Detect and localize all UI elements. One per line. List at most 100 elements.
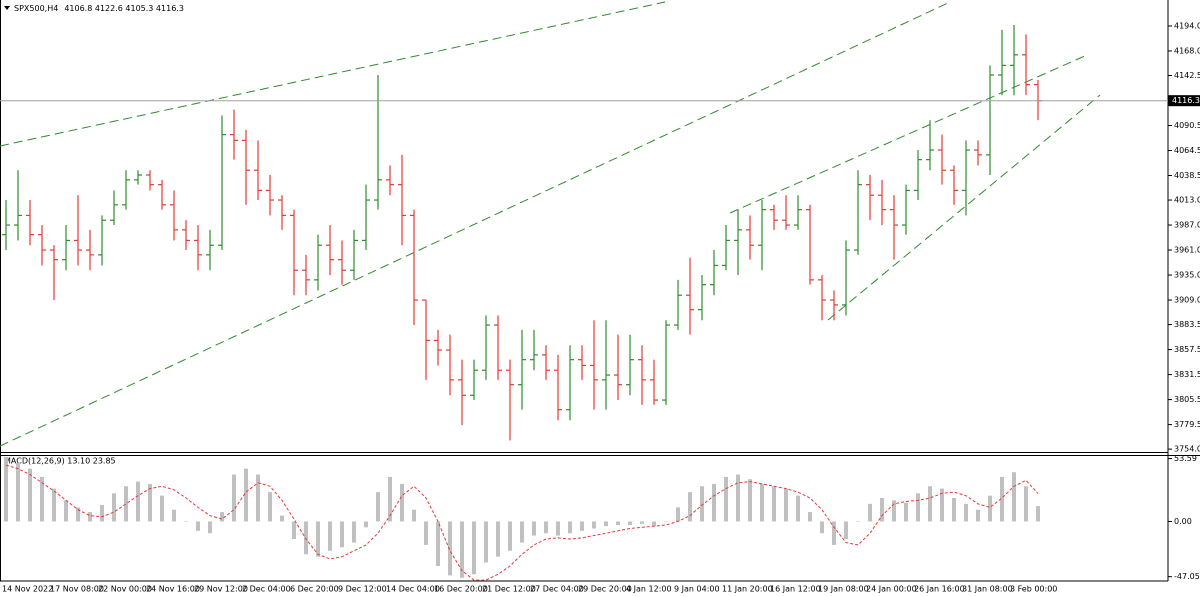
histogram-bar	[40, 476, 44, 522]
histogram-bar	[388, 476, 392, 522]
histogram-bar	[676, 507, 680, 522]
trend-line	[0, 1, 666, 147]
histogram-bar	[952, 497, 956, 522]
histogram-bar	[208, 521, 212, 534]
histogram-bar	[604, 521, 608, 527]
symbol-header: SPX500,H4 4106.8 4122.6 4105.3 4116.3	[14, 4, 184, 13]
histogram-bar	[928, 486, 932, 522]
y-tick-label: -47.05	[1174, 572, 1200, 581]
histogram-bar	[940, 488, 944, 522]
x-tick-label: 21 Dec 12:00	[482, 585, 536, 594]
trend-line	[827, 94, 1101, 321]
histogram-bar	[688, 492, 692, 522]
histogram-bar	[244, 468, 248, 522]
histogram-bar	[268, 492, 272, 522]
y-tick-label: 3987.0	[1174, 221, 1200, 230]
x-tick-label: 24 Jan 00:00	[866, 585, 917, 594]
y-tick-label: 3909.0	[1174, 296, 1200, 305]
x-tick-label: 24 Nov 16:00	[146, 585, 200, 594]
histogram-bar	[496, 521, 500, 557]
y-tick-label: 4168.0	[1174, 46, 1200, 55]
signal-line	[5, 464, 1039, 581]
y-tick-label: 4142.5	[1174, 71, 1200, 80]
y-tick-label: 4194.0	[1174, 21, 1200, 30]
histogram-bar	[1000, 476, 1004, 522]
histogram-bar	[580, 521, 584, 531]
histogram-bar	[724, 476, 728, 522]
histogram-bar	[424, 521, 428, 545]
histogram-bar	[808, 512, 812, 522]
histogram-bar	[64, 500, 68, 522]
y-tick-label: 0.00	[1174, 517, 1192, 526]
y-tick-label: 4090.5	[1174, 121, 1200, 130]
histogram-bar	[700, 486, 704, 522]
trend-line	[0, 1, 951, 447]
x-tick-label: 17 Nov 08:00	[50, 585, 104, 594]
last-price-box	[1168, 95, 1200, 107]
histogram-bar	[892, 500, 896, 522]
x-tick-label: 19 Jan 08:00	[818, 585, 869, 594]
histogram-bar	[436, 521, 440, 567]
histogram-bar	[112, 493, 116, 522]
histogram-bar	[520, 521, 524, 543]
y-tick-label: 4064.5	[1174, 146, 1200, 155]
y-tick-label: 53.59	[1174, 454, 1197, 463]
histogram-bar	[712, 483, 716, 522]
x-tick-label: 26 Jan 16:00	[914, 585, 965, 594]
x-tick-label: 16 Jan 12:00	[770, 585, 821, 594]
histogram-bar	[184, 521, 188, 522]
y-tick-label: 3961.0	[1174, 246, 1200, 255]
histogram-bar	[4, 456, 8, 522]
histogram-bar	[256, 474, 260, 522]
histogram-bar	[52, 488, 56, 522]
menu-arrow[interactable]	[4, 6, 10, 10]
y-tick-label: 3805.5	[1174, 395, 1200, 404]
histogram-bar	[760, 483, 764, 522]
x-tick-label: 29 Nov 12:00	[194, 585, 248, 594]
histogram-bar	[484, 521, 488, 563]
x-tick-label: 14 Nov 2022	[2, 585, 53, 594]
histogram-bar	[616, 521, 620, 525]
histogram-bar	[352, 521, 356, 543]
y-tick-label: 4013.0	[1174, 196, 1200, 205]
histogram-bar	[340, 521, 344, 548]
histogram-bar	[28, 468, 32, 522]
histogram-bar	[856, 521, 860, 522]
histogram-bar	[640, 521, 644, 524]
histogram-bar	[568, 521, 572, 534]
histogram-bar	[796, 495, 800, 522]
y-tick-label: 3831.5	[1174, 370, 1200, 379]
histogram-bar	[448, 521, 452, 576]
histogram-bar	[1012, 472, 1016, 522]
histogram-bar	[88, 512, 92, 522]
symbol: SPX500,H4	[14, 4, 58, 13]
histogram-bar	[532, 521, 536, 536]
histogram-bar	[988, 495, 992, 522]
histogram-bar	[220, 512, 224, 522]
histogram-bar	[556, 521, 560, 536]
histogram-bar	[364, 521, 368, 528]
histogram-bar	[592, 521, 596, 529]
histogram-bar	[304, 521, 308, 555]
histogram-bar	[100, 505, 104, 522]
histogram-bar	[652, 521, 656, 527]
histogram-bar	[412, 509, 416, 522]
histogram-bar	[976, 509, 980, 522]
x-tick-label: 9 Jan 04:00	[674, 585, 720, 594]
histogram-bar	[748, 479, 752, 522]
histogram-bar	[508, 521, 512, 551]
histogram-bar	[772, 486, 776, 522]
histogram-bar	[844, 521, 848, 540]
histogram-bar	[472, 521, 476, 575]
histogram-bar	[664, 521, 668, 522]
histogram-bar	[628, 521, 632, 525]
histogram-bar	[316, 521, 320, 557]
x-tick-label: 29 Dec 20:00	[578, 585, 632, 594]
histogram-bar	[868, 503, 872, 522]
x-tick-label: 27 Dec 04:00	[530, 585, 584, 594]
histogram-bar	[76, 507, 80, 522]
histogram-bar	[964, 503, 968, 522]
histogram-bar	[16, 462, 20, 522]
x-tick-label: 31 Jan 08:00	[962, 585, 1013, 594]
